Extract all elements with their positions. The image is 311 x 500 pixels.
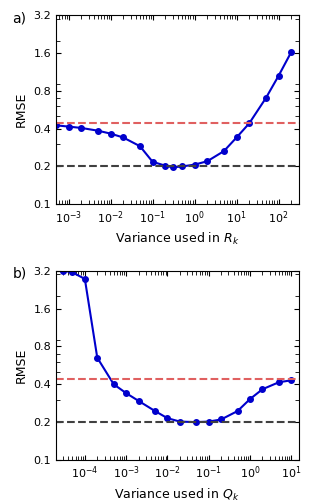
X-axis label: Variance used in $Q_k$: Variance used in $Q_k$: [114, 487, 240, 500]
Text: a): a): [12, 11, 26, 25]
Y-axis label: RMSE: RMSE: [15, 348, 28, 383]
X-axis label: Variance used in $R_k$: Variance used in $R_k$: [115, 232, 239, 248]
Text: b): b): [12, 267, 26, 281]
Y-axis label: RMSE: RMSE: [15, 92, 28, 128]
